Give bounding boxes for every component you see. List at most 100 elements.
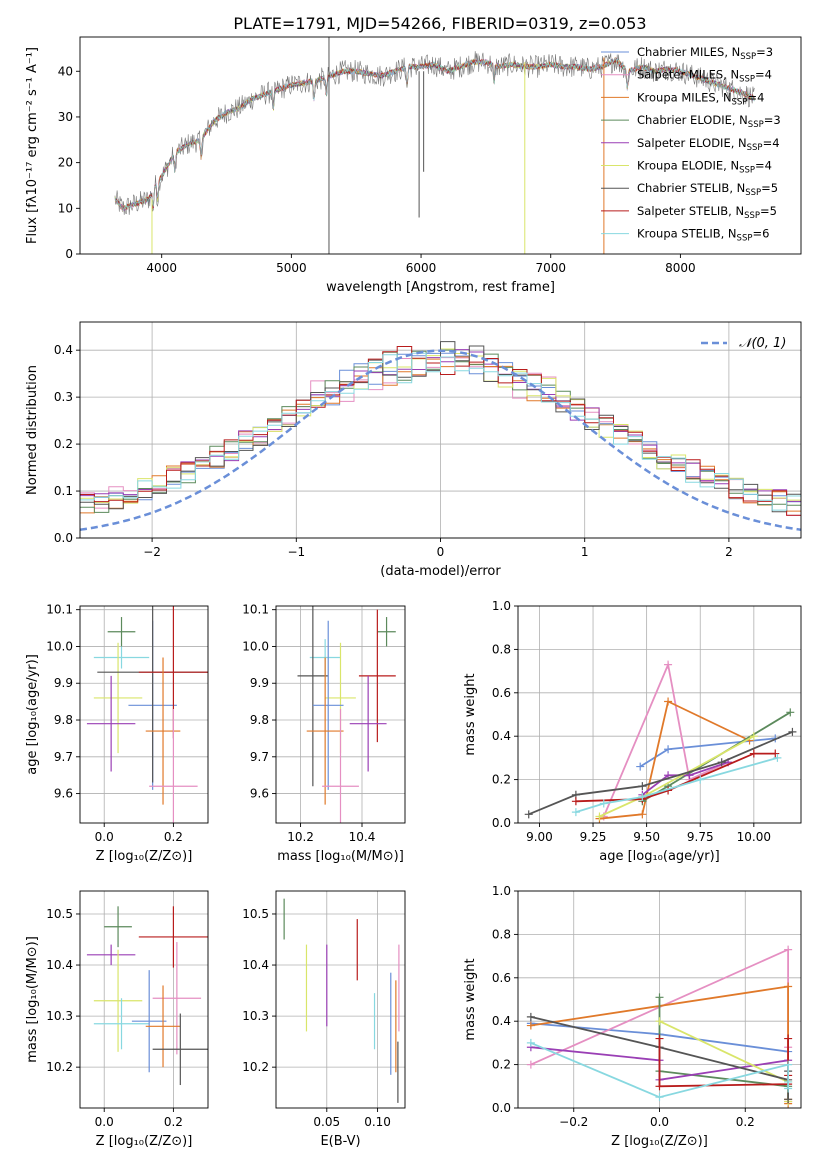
panel-residuals: −2 −1 0 1 2 0.0 0.1 0.2 0.3 0.4 (data-model)/error… bbox=[25, 321, 802, 579]
y-tick-label: 9.7 bbox=[54, 750, 73, 764]
series-point bbox=[784, 945, 793, 954]
series-point bbox=[636, 762, 645, 771]
panel-mass_weight_vs_Z: −0.2 0.0 0.2 0.0 0.2 0.4 0.6 0.8 1.0 Z [log₁₀(Z/Z… bbox=[463, 884, 802, 1149]
series-point bbox=[749, 749, 758, 758]
y-tick-label: 10.2 bbox=[242, 1060, 269, 1074]
panel-spectrum: 4000 5000 6000 7000 8000 0 10 20 30 40 wavelength … bbox=[25, 36, 802, 295]
y-tick-label: 9.6 bbox=[54, 787, 73, 801]
y-tick-label: 20 bbox=[58, 156, 73, 170]
x-tick-label: 5000 bbox=[276, 261, 307, 275]
y-tick-label: 10.3 bbox=[46, 1009, 73, 1023]
y-tick-label: 0.6 bbox=[492, 686, 511, 700]
series-point bbox=[773, 753, 782, 762]
axes-decor: 4000 5000 6000 7000 8000 0 10 20 30 40 wavelength … bbox=[25, 36, 802, 295]
series-line bbox=[659, 1020, 789, 1102]
y-tick-label: 0.0 bbox=[54, 531, 73, 545]
axes-decor: −0.2 0.0 0.2 0.0 0.2 0.4 0.6 0.8 1.0 Z [log₁₀(Z/Z… bbox=[463, 884, 802, 1149]
series-point bbox=[784, 1077, 793, 1086]
legend-label: Chabrier ELODIE, NSSP=3 bbox=[637, 113, 781, 130]
series-point bbox=[526, 1038, 535, 1047]
x-axis-label: (data-model)/error bbox=[380, 564, 501, 579]
x-tick-label: 0.0 bbox=[650, 1115, 669, 1129]
series-line bbox=[528, 731, 793, 816]
x-tick-label: 9.25 bbox=[580, 830, 607, 844]
y-axis-label: mass [log₁₀(M/M⊙)] bbox=[25, 936, 40, 1063]
x-tick-label: 10.2 bbox=[287, 830, 314, 844]
x-tick-label: 6000 bbox=[406, 261, 437, 275]
series-point bbox=[595, 812, 604, 821]
series-point bbox=[655, 993, 664, 1002]
series-point bbox=[655, 1082, 664, 1091]
y-tick-label: 10.4 bbox=[46, 958, 73, 972]
series-point bbox=[788, 727, 797, 736]
series-point bbox=[784, 982, 793, 991]
plot-area bbox=[297, 606, 396, 823]
y-tick-label: 0.8 bbox=[492, 927, 511, 941]
series-point bbox=[655, 1034, 664, 1043]
y-tick-label: 1.0 bbox=[492, 599, 511, 613]
series-point bbox=[526, 1060, 535, 1069]
y-tick-label: 0.4 bbox=[492, 1014, 511, 1028]
series-point bbox=[664, 660, 673, 669]
series-point bbox=[571, 808, 580, 817]
series-point bbox=[655, 1093, 664, 1102]
y-axis-label: Normed distribution bbox=[25, 365, 40, 495]
y-tick-label: 10.2 bbox=[46, 1060, 73, 1074]
series-point bbox=[526, 1012, 535, 1021]
y-tick-label: 0.1 bbox=[54, 484, 73, 498]
series-point bbox=[655, 1017, 664, 1026]
legend-label: Salpeter ELODIE, NSSP=4 bbox=[637, 136, 780, 153]
x-tick-label: −1 bbox=[287, 545, 305, 559]
plot-area bbox=[86, 606, 208, 823]
y-tick-label: 10.3 bbox=[242, 1009, 269, 1023]
series-line bbox=[599, 700, 750, 820]
x-tick-label: 10.4 bbox=[349, 830, 376, 844]
y-axis-label: age [log₁₀(age/yr)] bbox=[25, 654, 40, 775]
axes-decor: −2 −1 0 1 2 0.0 0.1 0.2 0.3 0.4 (data-model)/error… bbox=[25, 321, 802, 579]
plot-area bbox=[283, 898, 400, 1103]
y-tick-label: 0.2 bbox=[54, 437, 73, 451]
legend-label: Chabrier STELIB, NSSP=5 bbox=[637, 181, 778, 198]
x-tick-label: 4000 bbox=[146, 261, 177, 275]
axes-frame bbox=[79, 605, 209, 824]
x-tick-label: 0 bbox=[437, 545, 445, 559]
x-tick-label: 8000 bbox=[665, 261, 696, 275]
axes-frame bbox=[517, 605, 802, 824]
axes-decor: 10.2 10.4 9.6 9.7 9.8 9.9 10.0 10.1 mass [log₁₀(… bbox=[242, 603, 406, 864]
panel-mass_vs_Z: 0.0 0.2 10.2 10.3 10.4 10.5 Z [log₁₀(Z/Z⊙)] mas… bbox=[25, 890, 209, 1149]
x-axis-label: wavelength [Angstrom, rest frame] bbox=[326, 280, 555, 295]
x-tick-label: 1 bbox=[581, 545, 589, 559]
series-point bbox=[664, 745, 673, 754]
legend-label: Chabrier MILES, NSSP=3 bbox=[637, 45, 773, 62]
y-tick-label: 10.1 bbox=[46, 603, 73, 617]
y-tick-label: 30 bbox=[58, 110, 73, 124]
x-tick-label: −2 bbox=[143, 545, 161, 559]
y-tick-label: 0.6 bbox=[492, 971, 511, 985]
axes-frame bbox=[275, 890, 406, 1109]
legend-label: Salpeter MILES, NSSP=4 bbox=[637, 68, 772, 85]
series-point bbox=[526, 1021, 535, 1030]
x-tick-label: −0.2 bbox=[559, 1115, 588, 1129]
x-tick-label: 9.00 bbox=[526, 830, 553, 844]
y-tick-label: 9.6 bbox=[250, 787, 269, 801]
axes-decor: 0.0 0.2 10.2 10.3 10.4 10.5 Z [log₁₀(Z/Z⊙)] mas… bbox=[25, 890, 209, 1149]
y-tick-label: 9.9 bbox=[250, 676, 269, 690]
legend-label: Kroupa STELIB, NSSP=6 bbox=[637, 227, 769, 244]
legend-label: Kroupa MILES, NSSP=4 bbox=[637, 90, 764, 107]
series-point bbox=[638, 792, 647, 801]
series-point bbox=[571, 797, 580, 806]
series-point bbox=[771, 749, 780, 758]
y-axis-label: Flux [fλ10⁻¹⁷ erg cm⁻² s⁻¹ A⁻¹] bbox=[25, 47, 40, 244]
y-tick-label: 10 bbox=[58, 201, 73, 215]
series-line bbox=[602, 661, 729, 817]
series-point bbox=[717, 758, 726, 767]
y-tick-label: 0.8 bbox=[492, 642, 511, 656]
plot-area bbox=[114, 37, 755, 254]
model-line bbox=[114, 57, 755, 211]
x-tick-label: 10.00 bbox=[737, 830, 771, 844]
x-tick-label: 9.75 bbox=[687, 830, 714, 844]
histogram-step bbox=[80, 352, 801, 511]
normal-curve bbox=[80, 349, 801, 532]
series-point bbox=[638, 810, 647, 819]
